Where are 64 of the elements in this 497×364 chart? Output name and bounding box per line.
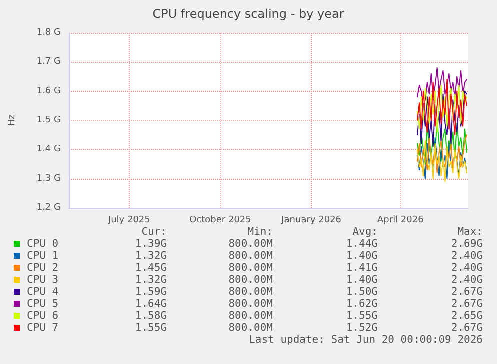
text: Max: bbox=[458, 226, 483, 238]
line-series bbox=[417, 79, 468, 136]
chart-title: CPU frequency scaling - by year bbox=[152, 7, 344, 21]
line-series bbox=[417, 90, 468, 148]
text: 1.55G bbox=[135, 322, 167, 334]
text: 2.40G bbox=[451, 262, 483, 274]
text: 1.62G bbox=[346, 298, 378, 310]
text: 1.32G bbox=[135, 250, 167, 262]
y-tick-label: 1.7 G bbox=[36, 57, 62, 68]
text: 800.00M bbox=[228, 286, 273, 298]
legend-label: CPU 5 bbox=[27, 298, 59, 310]
text: 800.00M bbox=[228, 298, 273, 310]
text: 2.67G bbox=[451, 298, 483, 310]
text: Cur: bbox=[142, 226, 167, 238]
text: 1.44G bbox=[346, 238, 378, 250]
legend-label: CPU 4 bbox=[27, 286, 59, 298]
y-tick-label: 1.5 G bbox=[36, 116, 62, 126]
text: Last update: Sat Jun 20 00:00:09 2026 bbox=[249, 334, 483, 346]
text: 2.65G bbox=[451, 310, 483, 322]
text: 1.52G bbox=[346, 322, 378, 334]
y-axis-title: Hz bbox=[8, 114, 18, 126]
x-tick-label: July 2025 bbox=[107, 216, 150, 226]
legend-label: CPU 2 bbox=[27, 262, 59, 274]
legend-label: CPU 1 bbox=[27, 250, 59, 262]
text: Avg: bbox=[352, 226, 378, 238]
text: 800.00M bbox=[228, 262, 273, 274]
text: 2.67G bbox=[451, 322, 483, 334]
y-tick-label: 1.3 G bbox=[36, 174, 62, 184]
y-tick-label: 1.2 G bbox=[36, 203, 62, 213]
text: 800.00M bbox=[228, 250, 273, 262]
text: 1.58G bbox=[135, 310, 167, 322]
line-series bbox=[417, 68, 468, 106]
y-tick-label: 1.6 G bbox=[36, 86, 62, 96]
text: Min: bbox=[248, 226, 273, 238]
y-tick-label: 1.8 G bbox=[36, 28, 62, 38]
y-tick-label: 1.4 G bbox=[36, 144, 62, 155]
line-series bbox=[417, 120, 468, 165]
x-tick-label: October 2025 bbox=[190, 216, 252, 226]
text: 800.00M bbox=[228, 310, 273, 322]
text: 800.00M bbox=[228, 238, 273, 250]
text: 2.40G bbox=[451, 274, 483, 286]
text: 1.64G bbox=[135, 298, 167, 310]
text: 2.69G bbox=[451, 238, 483, 250]
text: 1.40G bbox=[346, 274, 378, 286]
text: 1.55G bbox=[346, 310, 378, 322]
line-series bbox=[417, 134, 468, 174]
text: 1.41G bbox=[346, 262, 378, 274]
text: 1.50G bbox=[346, 286, 378, 298]
line-series bbox=[417, 85, 468, 133]
x-tick-label: April 2026 bbox=[378, 216, 424, 226]
text: 1.39G bbox=[135, 238, 167, 250]
text: 800.00M bbox=[228, 274, 273, 286]
legend-label: CPU 3 bbox=[27, 274, 59, 286]
text: 2.40G bbox=[451, 250, 483, 262]
text: 2.67G bbox=[451, 286, 483, 298]
text: 800.00M bbox=[228, 322, 273, 334]
text: 1.40G bbox=[346, 250, 378, 262]
text: 1.45G bbox=[135, 262, 167, 274]
legend-label: CPU 6 bbox=[27, 310, 59, 322]
text: 1.32G bbox=[135, 274, 167, 286]
legend-label: CPU 0 bbox=[27, 238, 59, 250]
text: 1.59G bbox=[135, 286, 167, 298]
x-tick-label: January 2026 bbox=[280, 216, 342, 226]
legend-label: CPU 7 bbox=[27, 322, 59, 334]
